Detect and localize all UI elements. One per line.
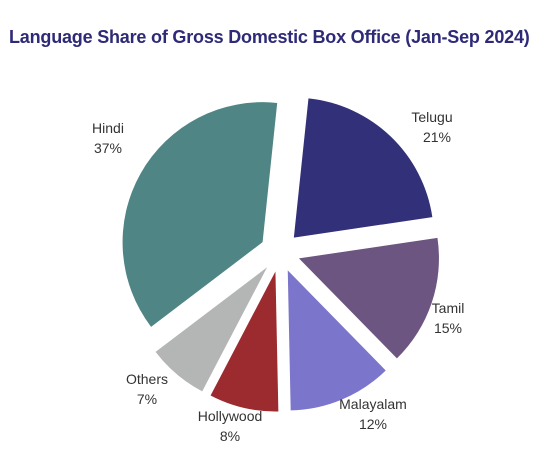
pie-slice-tamil [298, 237, 439, 359]
slice-label-others: Others [126, 371, 168, 387]
slice-label-tamil: Tamil [432, 300, 465, 316]
pie-slice-malayalam [287, 270, 386, 411]
slice-label-hollywood: Hollywood [198, 408, 263, 424]
pie-slice-others [155, 267, 268, 392]
chart-title: Language Share of Gross Domestic Box Off… [9, 27, 530, 47]
slice-value-telugu: 21% [423, 129, 451, 145]
pie-slice-hollywood [210, 271, 279, 412]
slice-label-malayalam: Malayalam [339, 396, 407, 412]
slice-value-others: 7% [137, 391, 157, 407]
pie-slice-telugu [293, 98, 433, 238]
slice-label-hindi: Hindi [92, 120, 124, 136]
slice-value-hindi: 37% [94, 140, 122, 156]
pie-slice-hindi [122, 102, 278, 327]
slice-value-hollywood: 8% [220, 428, 240, 444]
slice-value-malayalam: 12% [359, 416, 387, 432]
slice-label-telugu: Telugu [411, 109, 452, 125]
slice-value-tamil: 15% [434, 320, 462, 336]
